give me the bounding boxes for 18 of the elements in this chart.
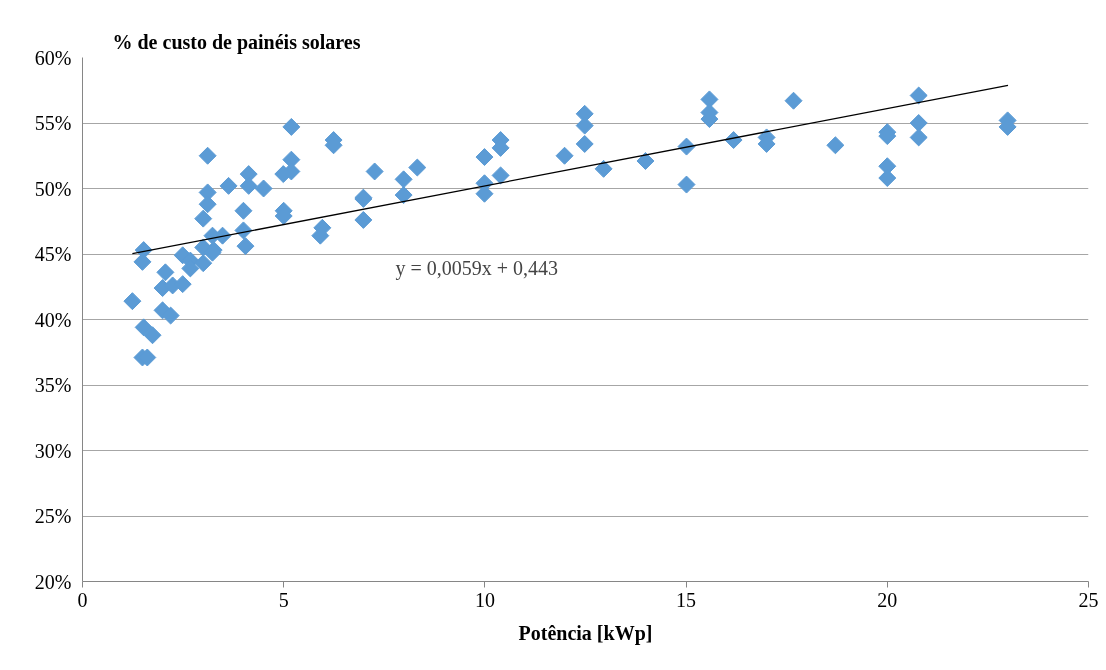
y-tick-label: 60% (34, 46, 72, 69)
y-tick-label: 25% (34, 505, 72, 527)
y-tick-label: 40% (34, 308, 72, 331)
y-tick-label: 45% (34, 243, 72, 265)
x-tick-label: 5 (278, 588, 289, 611)
y-tick-label: 55% (34, 112, 72, 134)
y-tick-label: 30% (34, 439, 72, 462)
x-tick-label: 20 (877, 588, 898, 611)
chart-title: % de custo de painéis solares (112, 30, 361, 54)
annotation: y = 0,0059x + 0,443 (395, 256, 559, 280)
x-tick-label: 10 (474, 588, 495, 611)
x-axis-title: Potência [kWp] (518, 621, 653, 645)
y-tick-label: 50% (34, 177, 72, 200)
y-tick-label: 20% (34, 570, 72, 593)
x-tick-label: 0 (77, 588, 88, 611)
x-tick-label: 15 (676, 588, 697, 611)
x-tick-label: 25 (1078, 588, 1099, 611)
y-tick-label: 35% (34, 374, 72, 396)
